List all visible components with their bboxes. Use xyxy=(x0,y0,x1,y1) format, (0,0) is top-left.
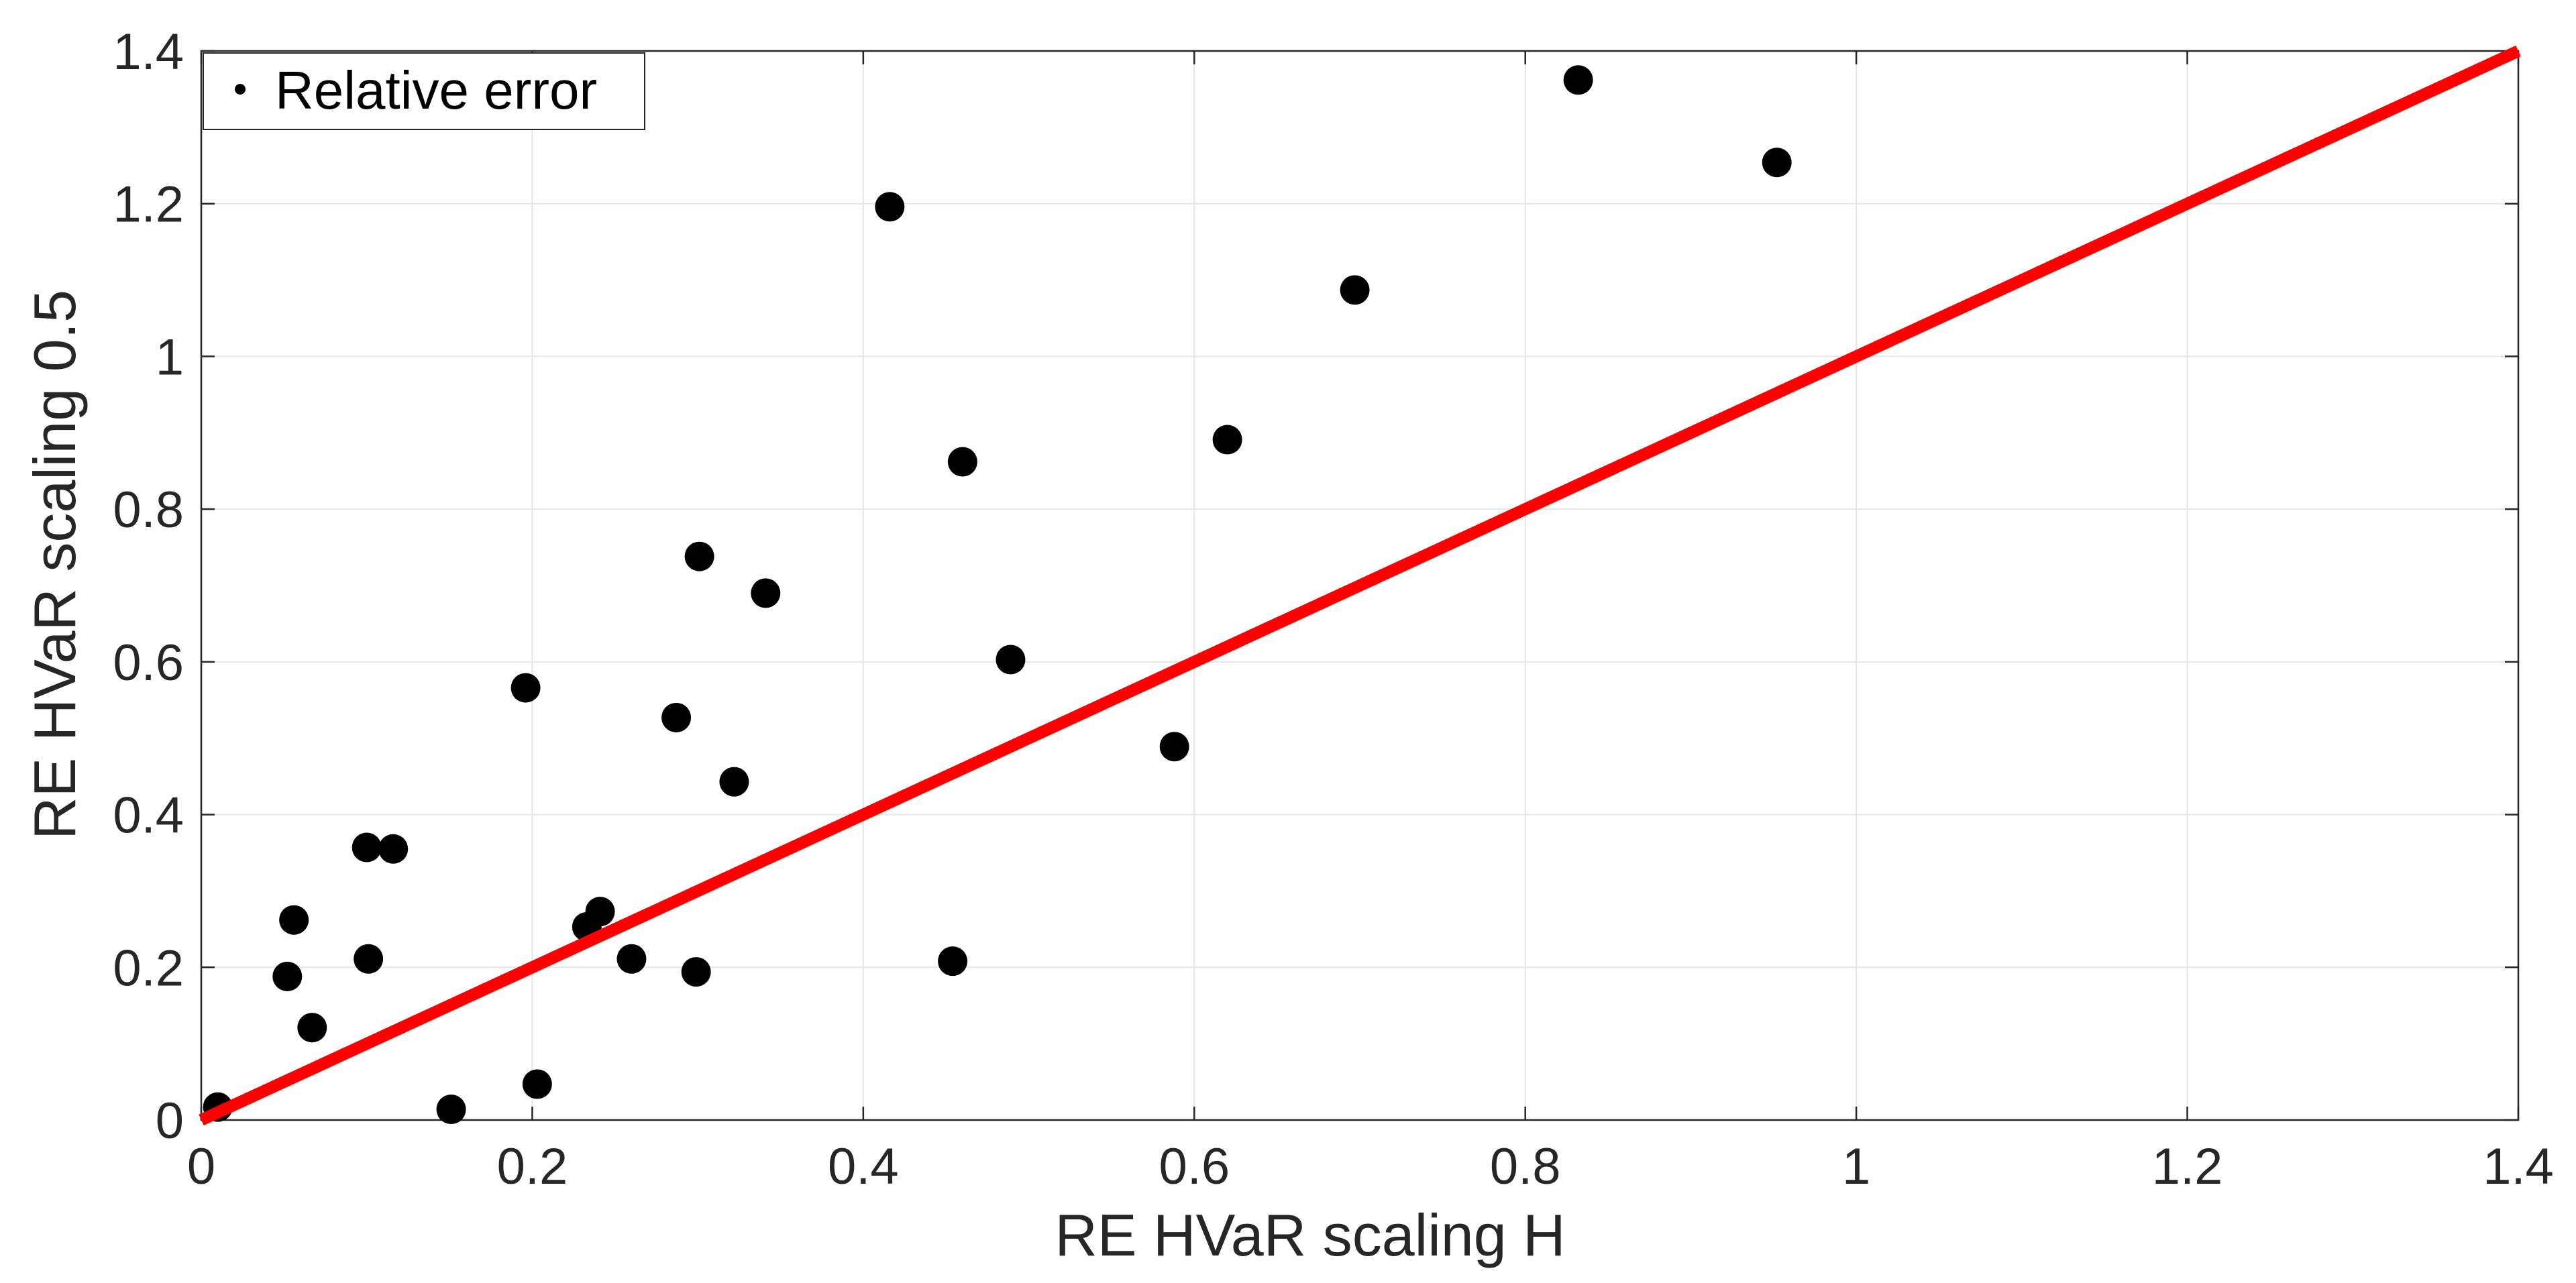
y-tick-label: 0.6 xyxy=(113,634,184,691)
data-point xyxy=(875,192,905,222)
data-point xyxy=(938,946,968,977)
x-tick-label: 0.2 xyxy=(497,1138,568,1195)
data-point xyxy=(279,905,309,935)
data-point xyxy=(522,1069,552,1099)
y-tick-label: 0.2 xyxy=(113,940,184,997)
data-point xyxy=(947,447,977,477)
y-tick-label: 0.4 xyxy=(113,787,184,844)
x-gridlines xyxy=(531,51,2188,1120)
y-tick-label: 1.4 xyxy=(113,23,184,80)
data-point xyxy=(661,702,692,732)
y-axis-title: RE HVaR scaling 0.5 xyxy=(21,290,88,840)
data-point xyxy=(1212,425,1242,455)
x-tick-label: 1.2 xyxy=(2152,1138,2223,1195)
data-point xyxy=(996,645,1026,675)
y-tick-label: 1.2 xyxy=(113,176,184,233)
y-gridlines xyxy=(201,203,2518,968)
x-axis-tick-labels: 0 0.2 0.4 0.6 0.8 1 1.2 1.4 xyxy=(187,1138,2554,1195)
x-tick-label: 0.8 xyxy=(1490,1138,1561,1195)
legend-marker-relative-error xyxy=(235,84,246,95)
data-point xyxy=(354,944,384,974)
reference-line xyxy=(199,45,2521,1126)
y-tick-label: 0.8 xyxy=(113,482,184,539)
data-point xyxy=(1762,148,1792,178)
legend-box xyxy=(203,52,645,130)
data-point xyxy=(684,541,714,571)
y-axis-tick-labels: 0 0.2 0.4 0.6 0.8 1 1.2 1.4 xyxy=(113,23,184,1150)
legend: Relative error xyxy=(203,52,645,130)
data-point xyxy=(751,578,781,608)
x-tick-label: 0.6 xyxy=(1159,1138,1230,1195)
y-tick-label: 1 xyxy=(156,329,184,386)
legend-label-relative-error: Relative error xyxy=(275,60,597,120)
x-axis-title: RE HVaR scaling H xyxy=(1055,1202,1565,1268)
x-tick-label: 1.4 xyxy=(2483,1138,2554,1195)
x-tick-label: 1 xyxy=(1842,1138,1870,1195)
data-point xyxy=(511,673,541,703)
data-points xyxy=(203,65,1792,1125)
plot-box xyxy=(200,50,2520,1121)
data-point xyxy=(1563,65,1593,95)
x-tick-label: 0.4 xyxy=(828,1138,899,1195)
data-point xyxy=(1340,275,1370,305)
data-point xyxy=(436,1095,466,1125)
data-point xyxy=(1159,732,1189,762)
y-tick-label: 0 xyxy=(156,1093,184,1150)
data-point xyxy=(616,944,647,974)
data-point xyxy=(378,834,409,864)
x-tick-label: 0 xyxy=(187,1138,215,1195)
data-point xyxy=(352,832,382,862)
data-point xyxy=(719,767,749,797)
data-point xyxy=(585,897,615,927)
data-point xyxy=(297,1013,327,1043)
data-point xyxy=(272,961,303,991)
data-point xyxy=(681,957,711,987)
